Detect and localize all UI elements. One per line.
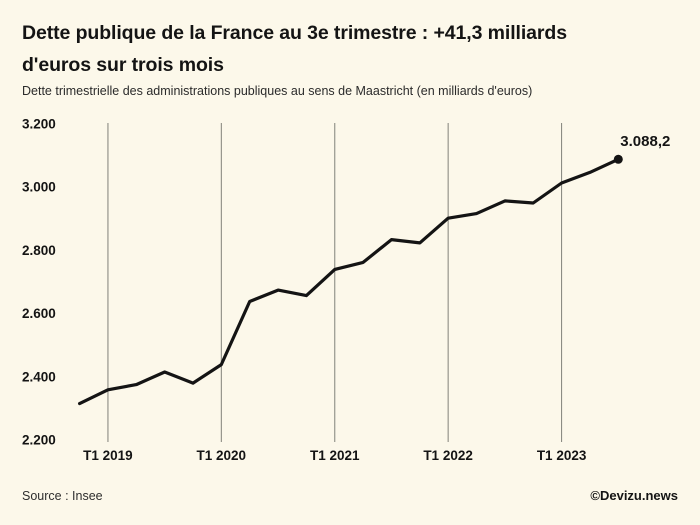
y-axis-tick-label: 2.600 xyxy=(22,306,56,321)
page-title: Dette publique de la France au 3e trimes… xyxy=(22,17,684,81)
x-axis-tick-label: T1 2023 xyxy=(537,448,587,463)
y-axis-tick-label: 3.200 xyxy=(22,117,56,132)
y-axis-tick-label: 2.200 xyxy=(22,433,56,448)
page-title-line2: d'euros sur trois mois xyxy=(22,54,224,76)
source-note: Source : Insee xyxy=(22,489,103,503)
y-axis-tick-label: 2.400 xyxy=(22,369,56,384)
y-axis-tick-label: 2.800 xyxy=(22,243,56,258)
x-axis-tick-label: T1 2022 xyxy=(423,448,473,463)
debt-line xyxy=(77,157,620,406)
x-axis-tick-label: T1 2021 xyxy=(310,448,360,463)
latest-point-marker xyxy=(613,154,623,164)
credit-note: ©Devizu.news xyxy=(590,488,678,503)
y-axis-tick-label: 3.000 xyxy=(22,180,56,195)
page-title-line1: Dette publique de la France au 3e trimes… xyxy=(22,22,567,44)
x-axis-tick-label: T1 2020 xyxy=(197,448,247,463)
latest-value-label: 3.088,2 xyxy=(620,133,670,150)
chart-subtitle: Dette trimestrielle des administrations … xyxy=(22,84,533,98)
x-axis-tick-label: T1 2019 xyxy=(83,448,133,463)
